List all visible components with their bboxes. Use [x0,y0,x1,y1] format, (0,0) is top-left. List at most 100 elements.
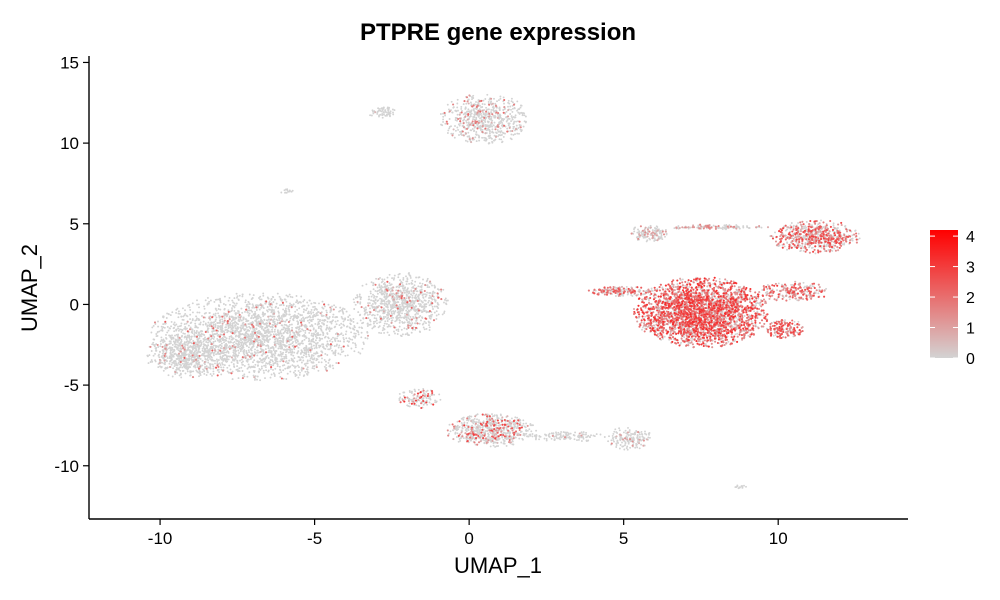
cell-point [270,306,273,309]
cell-point [498,134,501,137]
cell-point [282,343,284,346]
cell-point [222,303,225,305]
cell-point [407,317,410,320]
cell-point [155,335,158,338]
cell-point [272,301,275,303]
cell-point [393,330,395,333]
cell-point [152,324,155,327]
cell-point [338,324,341,327]
cell-point [295,299,298,302]
cell-point [219,355,222,358]
cell-point [329,328,332,330]
cell-point [162,369,165,372]
cell-point [309,325,312,328]
cell-point [280,299,283,302]
cell-point [358,293,361,296]
cell-point [265,362,268,365]
cell-point [201,371,204,374]
cell-point [398,312,401,315]
cell-point [222,357,225,360]
cell-point [487,108,490,111]
cell-point [373,296,375,299]
cell-point [318,320,321,323]
cell-point [212,325,215,328]
cell-point [319,333,322,336]
cell-point [207,359,210,362]
cell-point [469,439,472,442]
cell-point [377,326,380,329]
cell-point [478,139,481,142]
cell-point [445,303,448,306]
cell-point [219,357,222,359]
cell-point [382,317,385,320]
cell-point [313,367,316,370]
cell-point [200,335,203,338]
cell-point [189,308,192,311]
cell-point [356,294,359,297]
cell-point [404,312,406,315]
cell-point [503,440,506,443]
cell-point [361,284,364,287]
cell-point [393,306,396,309]
cell-point [217,308,220,310]
cell-point [225,337,228,340]
cell-point [230,335,233,338]
cell-point [300,361,303,364]
cell-point [213,300,216,303]
cell-point [220,366,223,369]
cell-point [455,109,457,112]
cell-point [456,126,459,129]
cell-point [194,322,197,325]
cell-point [248,312,251,315]
cell-point [269,351,271,354]
cell-point [336,319,339,322]
cell-point [302,316,305,319]
cell-point [430,402,433,405]
cell-point [182,318,185,321]
cell-point [251,331,254,334]
cell-point [379,297,382,300]
cell-point [166,357,169,359]
cell-point [159,345,162,348]
cell-point [301,356,304,359]
cell-point [233,302,236,305]
cell-point [188,355,190,358]
cell-point [293,331,296,334]
cell-point [271,330,273,333]
cell-point [203,305,206,308]
cell-point [383,295,386,298]
cell-point [395,306,398,309]
cell-point [272,364,275,367]
cell-point [178,359,181,362]
cell-point [318,302,320,305]
cell-point [169,336,172,338]
cell-point [245,305,248,308]
cell-point [230,324,233,327]
cell-point [401,312,403,315]
cell-point [380,302,383,305]
cell-point [232,326,235,329]
cell-point [386,276,389,279]
cell-point [393,312,396,315]
cell-point [376,310,379,313]
cell-point [290,315,293,318]
cell-point [273,298,276,301]
cell-point [315,308,318,311]
cell-point [215,353,218,356]
cell-point [148,354,151,357]
cell-point [271,325,274,328]
cell-point [267,357,270,359]
cell-point [469,129,472,132]
cell-point [274,323,276,326]
cell-point [220,345,223,348]
cell-point [481,103,484,105]
cell-point [312,334,315,337]
cell-point [250,333,253,336]
cell-point [264,366,267,369]
cell-point [383,281,386,284]
cell-point [326,345,328,348]
cell-point [198,311,201,314]
cell-point [403,327,406,330]
cell-point [254,315,257,318]
cell-point [360,336,363,339]
